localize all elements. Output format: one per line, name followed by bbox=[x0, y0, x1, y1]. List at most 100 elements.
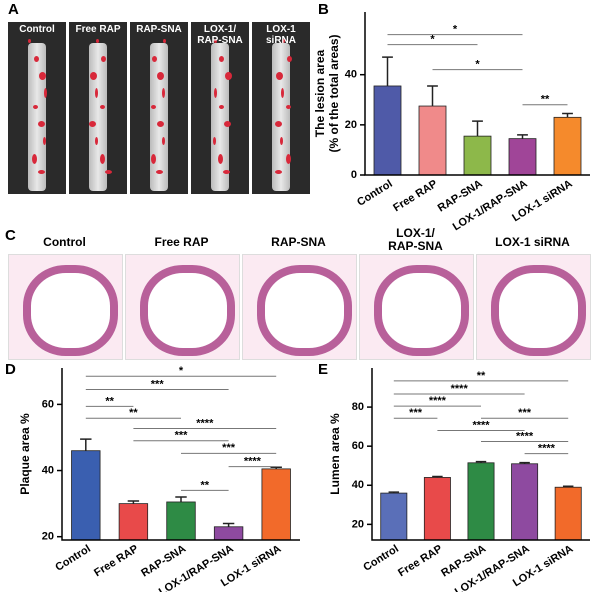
significance-label: **** bbox=[196, 417, 214, 429]
photo bbox=[191, 22, 249, 194]
bar bbox=[554, 486, 582, 541]
significance-label: ** bbox=[201, 479, 210, 491]
photo bbox=[8, 254, 123, 360]
error-bar bbox=[562, 112, 573, 118]
bar bbox=[423, 477, 451, 541]
axis bbox=[371, 368, 590, 541]
photo-label: Free RAP bbox=[154, 235, 209, 249]
y-tick-label: 0 bbox=[351, 169, 357, 181]
x-tick-label: Control bbox=[361, 543, 401, 574]
photo bbox=[252, 22, 310, 194]
error-bar bbox=[475, 460, 487, 463]
bar bbox=[467, 462, 495, 541]
significance-label: ** bbox=[105, 395, 114, 407]
significance-label: *** bbox=[222, 442, 236, 454]
bar bbox=[261, 468, 291, 541]
significance-label: **** bbox=[451, 383, 469, 395]
photo-label: LOX-1/ RAP-SNA bbox=[197, 24, 243, 46]
significance-label: *** bbox=[151, 378, 165, 390]
significance-label: ** bbox=[129, 407, 138, 419]
significance-label: ** bbox=[541, 94, 550, 106]
photo bbox=[476, 254, 591, 360]
photo-label: LOX-1/ RAP-SNA bbox=[388, 226, 443, 253]
significance-label: *** bbox=[175, 430, 189, 442]
x-tick-label: LOX-1/RAP-SNA bbox=[451, 178, 530, 234]
bar bbox=[511, 463, 539, 541]
y-tick-label: 20 bbox=[42, 531, 54, 543]
x-tick-label: Free RAP bbox=[391, 178, 439, 214]
photo-label: Control bbox=[43, 235, 86, 249]
x-tick-label: Control bbox=[53, 543, 93, 574]
y-tick-label: 60 bbox=[352, 440, 364, 452]
photo bbox=[359, 254, 474, 360]
significance-label: * bbox=[179, 365, 184, 377]
photo-label: Free RAP bbox=[75, 24, 121, 35]
error-bar bbox=[80, 438, 92, 451]
photo bbox=[130, 22, 188, 194]
y-axis-label: (% of the total areas) bbox=[327, 34, 341, 152]
significance-label: *** bbox=[518, 407, 532, 419]
error-bar bbox=[517, 134, 528, 139]
x-tick-label: Free RAP bbox=[396, 543, 444, 579]
y-tick-label: 40 bbox=[345, 69, 357, 81]
bar bbox=[71, 450, 101, 541]
photo bbox=[69, 22, 127, 194]
error-bar bbox=[175, 496, 187, 502]
bar bbox=[380, 492, 408, 541]
bar bbox=[373, 85, 402, 176]
photo-label: LOX-1 siRNA bbox=[495, 235, 570, 249]
significance-label: **** bbox=[472, 419, 490, 431]
y-tick-label: 60 bbox=[42, 398, 54, 410]
y-tick-label: 20 bbox=[352, 518, 364, 530]
y-axis-label: Plaque area % bbox=[18, 413, 32, 495]
y-tick-label: 40 bbox=[42, 464, 54, 476]
panel-label: A bbox=[8, 1, 19, 18]
error-bar bbox=[472, 120, 483, 137]
y-tick-label: 80 bbox=[352, 401, 364, 413]
significance-label: **** bbox=[429, 395, 447, 407]
bar bbox=[213, 526, 244, 541]
significance-label: **** bbox=[516, 430, 534, 442]
panel-label: B bbox=[318, 1, 329, 18]
significance-label: ** bbox=[477, 370, 486, 382]
error-bar bbox=[382, 56, 393, 86]
photo-label: Control bbox=[19, 24, 55, 35]
y-axis-label: Lumen area % bbox=[328, 413, 342, 495]
axis bbox=[364, 12, 590, 176]
x-tick-label: Free RAP bbox=[92, 543, 140, 579]
bar bbox=[118, 503, 149, 541]
error-bar bbox=[270, 466, 282, 469]
panel-label: E bbox=[318, 361, 328, 378]
bar bbox=[463, 135, 492, 176]
y-tick-label: 40 bbox=[352, 479, 364, 491]
panel-label: C bbox=[5, 227, 16, 244]
photo bbox=[242, 254, 357, 360]
error-bar bbox=[432, 475, 443, 478]
error-bar bbox=[519, 461, 530, 464]
photo-label: RAP-SNA bbox=[136, 24, 182, 35]
significance-label: **** bbox=[244, 455, 262, 467]
y-tick-label: 20 bbox=[345, 119, 357, 131]
bar bbox=[553, 116, 582, 176]
y-axis-label: The lesion area bbox=[313, 49, 327, 137]
photo bbox=[125, 254, 240, 360]
x-tick-label: Control bbox=[355, 178, 395, 209]
error-bar bbox=[562, 485, 574, 488]
photo bbox=[8, 22, 66, 194]
photo-label: LOX-1 siRNA bbox=[265, 24, 296, 46]
photo-label: RAP-SNA bbox=[271, 235, 326, 249]
panel-label: D bbox=[5, 361, 16, 378]
error-bar bbox=[127, 500, 140, 504]
error-bar bbox=[222, 522, 235, 527]
axis bbox=[61, 368, 300, 541]
bar bbox=[166, 501, 196, 541]
significance-label: * bbox=[475, 59, 480, 71]
bar bbox=[508, 138, 537, 176]
significance-label: **** bbox=[538, 443, 556, 455]
error-bar bbox=[427, 85, 438, 107]
bar bbox=[418, 105, 447, 176]
significance-label: *** bbox=[409, 407, 423, 419]
error-bar bbox=[388, 491, 400, 494]
